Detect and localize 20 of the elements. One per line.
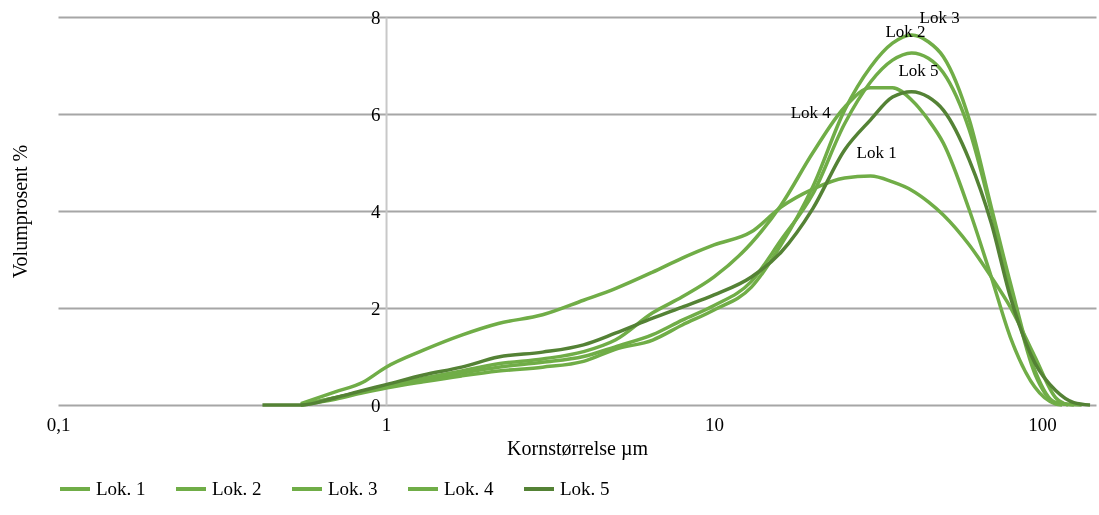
x-tick-label: 1 [381, 413, 392, 435]
y-tick-label: 6 [371, 103, 381, 125]
legend-label: Lok. 1 [96, 478, 146, 499]
y-tick-label: 2 [371, 297, 381, 319]
annotation: Lok 1 [856, 143, 897, 163]
x-tick-label: 100 [1028, 413, 1057, 435]
y-axis-title: Volumprosent % [8, 144, 32, 279]
legend-label: Lok. 4 [444, 478, 495, 499]
y-tick-label: 4 [371, 200, 382, 222]
legend-label: Lok. 5 [560, 478, 610, 499]
legend-label: Lok. 2 [212, 478, 262, 499]
y-tick-label: 8 [371, 6, 381, 28]
annotation: Lok 4 [790, 102, 832, 122]
x-tick-label: 10 [705, 413, 725, 435]
legend-label: Lok. 3 [328, 478, 378, 499]
annotation: Lok 3 [919, 7, 960, 27]
annotation: Lok 5 [898, 60, 939, 80]
y-tick-label: 0 [371, 394, 381, 416]
x-axis-title: Kornstørrelse µm [507, 436, 649, 460]
x-tick-label: 0,1 [46, 413, 71, 435]
